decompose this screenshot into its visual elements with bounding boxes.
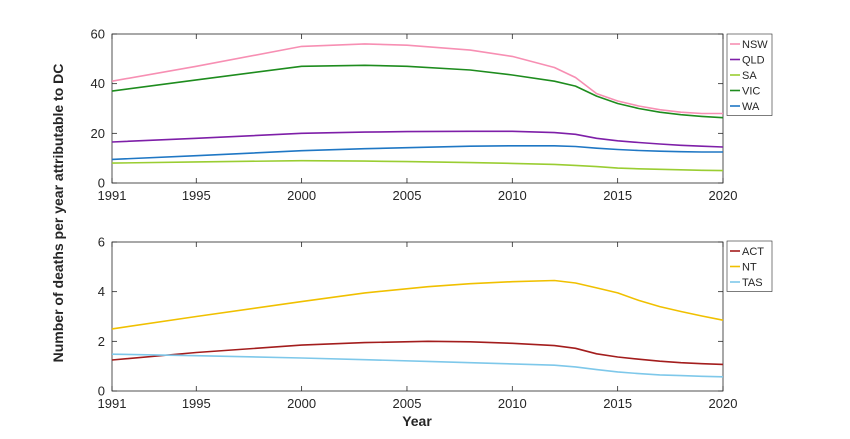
y-tick-label: 0 bbox=[98, 384, 105, 399]
x-tick-label: 2020 bbox=[709, 188, 738, 203]
legend-label: NSW bbox=[742, 39, 768, 51]
x-tick-label: 2000 bbox=[287, 188, 316, 203]
legend-label: TAS bbox=[742, 277, 763, 289]
series-line-act bbox=[111, 340, 724, 366]
x-tick-label: 1995 bbox=[182, 188, 211, 203]
series-line-vic bbox=[111, 64, 724, 119]
series-line-nsw bbox=[111, 43, 723, 115]
x-tick-label: 2015 bbox=[603, 188, 632, 203]
series-line-tas bbox=[111, 353, 724, 378]
legend-label: VIC bbox=[742, 86, 760, 98]
x-tick-label: 2010 bbox=[498, 396, 527, 411]
series-line-qld bbox=[111, 130, 724, 148]
legend-label: QLD bbox=[742, 55, 765, 67]
y-tick-label: 6 bbox=[98, 235, 105, 250]
legend-label: ACT bbox=[742, 246, 764, 258]
x-tick-label: 1991 bbox=[98, 396, 127, 411]
y-tick-label: 2 bbox=[98, 334, 105, 349]
legend-label: WA bbox=[742, 101, 760, 113]
x-tick-label: 2005 bbox=[393, 188, 422, 203]
x-tick-label: 2000 bbox=[287, 396, 316, 411]
legend-label: SA bbox=[742, 70, 757, 82]
series-line-sa bbox=[111, 159, 724, 172]
top-panel: 1991 1995 2000 2005 2010 2015 2020 0 20 40 60 NSW QL… bbox=[91, 27, 773, 203]
x-tick-label: 2015 bbox=[603, 396, 632, 411]
series-line-nt bbox=[111, 279, 724, 330]
axes-frame bbox=[111, 241, 724, 392]
legend-label: NT bbox=[742, 262, 757, 274]
y-axis-label: Number of deaths per year attributable t… bbox=[50, 64, 66, 363]
y-tick-label: 40 bbox=[91, 76, 105, 91]
x-tick-label: 2020 bbox=[709, 396, 738, 411]
x-tick-label: 2005 bbox=[393, 396, 422, 411]
x-tick-label: 2010 bbox=[498, 188, 527, 203]
bottom-panel: 1991 1995 2000 2005 2010 2015 2020 0 2 4 6 ACT NT TAS bbox=[98, 235, 773, 411]
series-line-wa bbox=[111, 145, 723, 161]
y-tick-label: 0 bbox=[98, 176, 105, 191]
x-tick-label: 1995 bbox=[182, 396, 211, 411]
x-axis-label: Year bbox=[402, 413, 432, 429]
axes-frame bbox=[111, 33, 724, 184]
y-tick-label: 20 bbox=[91, 126, 105, 141]
y-tick-label: 4 bbox=[98, 284, 105, 299]
x-tick-label: 1991 bbox=[98, 188, 127, 203]
y-tick-label: 60 bbox=[91, 27, 105, 42]
